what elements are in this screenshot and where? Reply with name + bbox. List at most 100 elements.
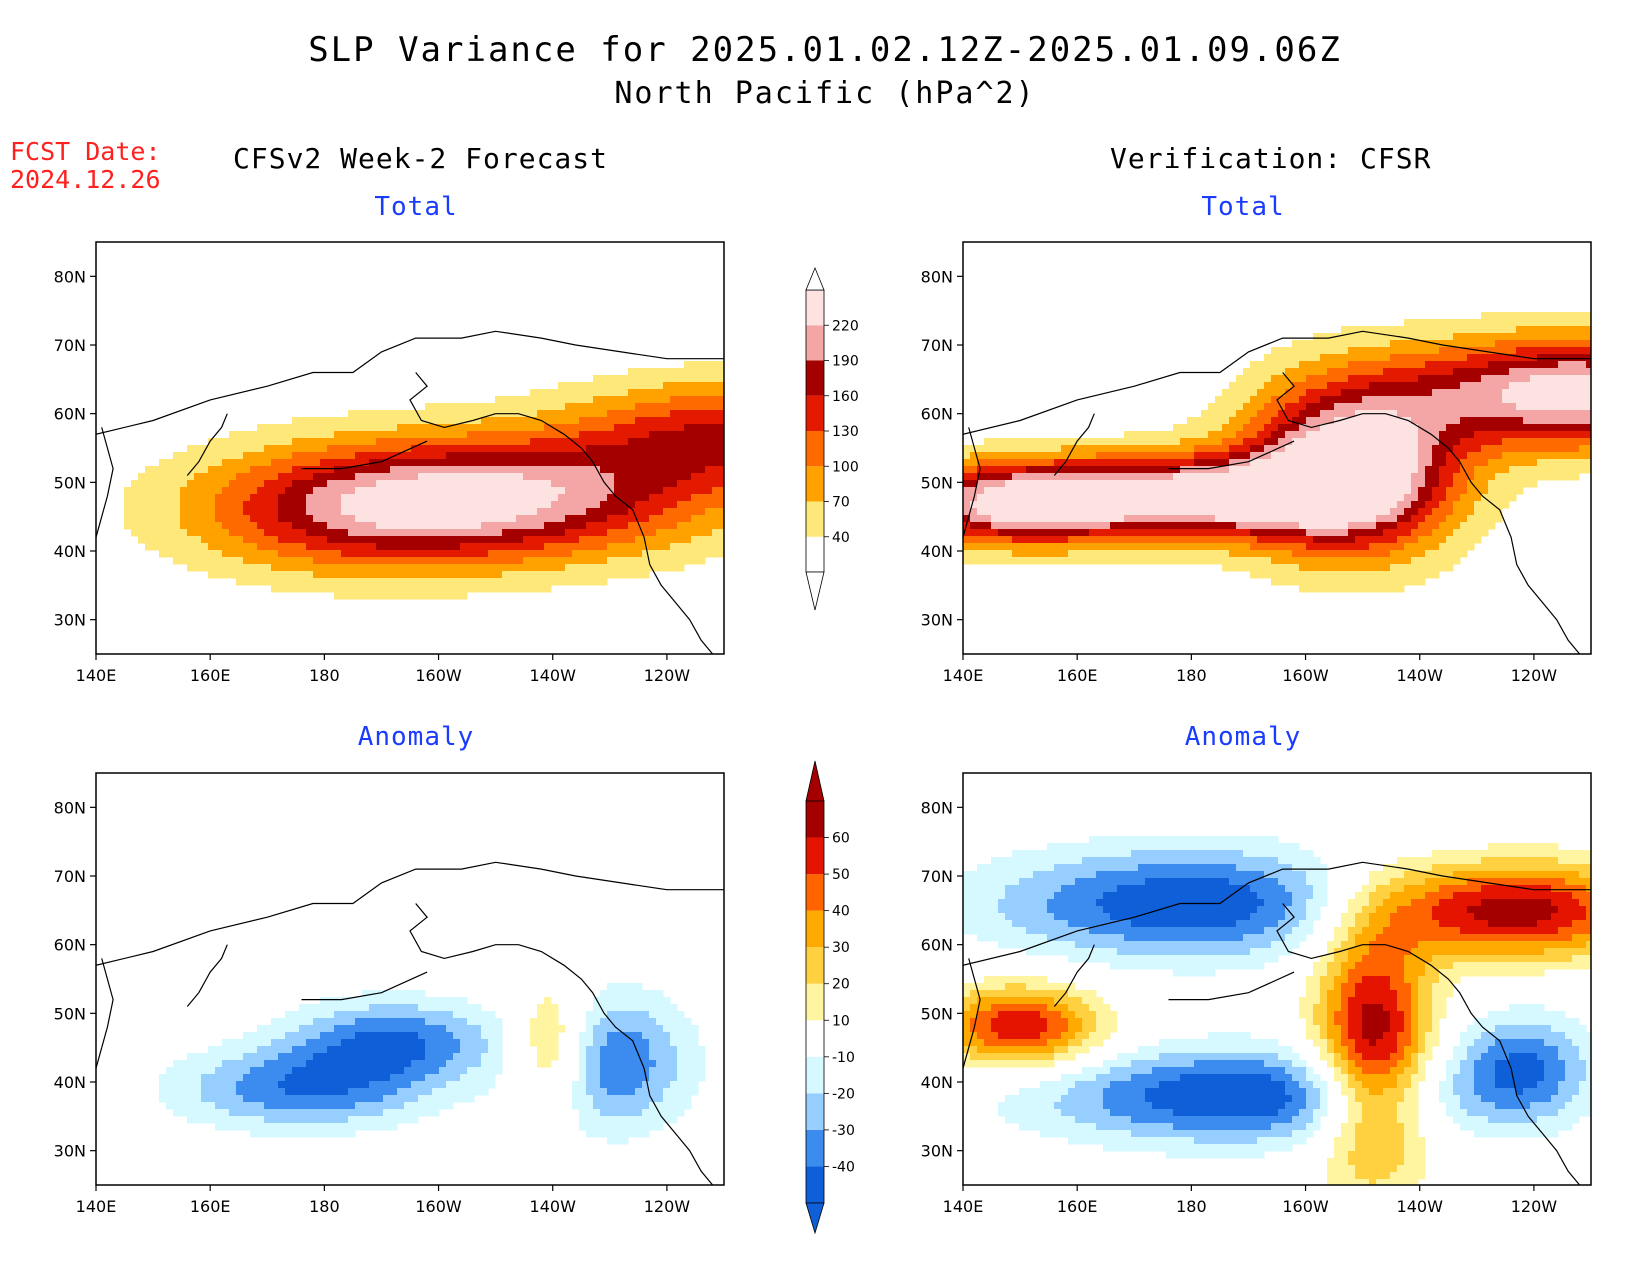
colorbar-top-arrow — [805, 266, 825, 291]
x-tick-label: 140E — [943, 666, 984, 685]
y-tick-label: 60N — [921, 405, 953, 424]
map-panel-2: 140E 160E 180 160W 140W 120W 30N 40N 50N 60N 70N 80… — [54, 772, 725, 1216]
coastline — [96, 516, 103, 539]
coastline — [1276, 903, 1581, 1185]
x-tick-label: 120W — [1511, 1197, 1558, 1216]
colorbar-label: 30 — [832, 940, 850, 956]
x-tick-label: 140W — [530, 1197, 577, 1216]
coastline — [963, 1047, 970, 1070]
coastline — [1168, 971, 1295, 1001]
colorbar-bottom-arrow — [805, 571, 825, 611]
coastline — [101, 427, 114, 517]
colorbar-label: 40 — [832, 530, 850, 546]
x-tick-label: 160E — [1057, 666, 1098, 685]
colorbar-label: -20 — [832, 1086, 855, 1102]
x-tick-label: 160E — [190, 1197, 231, 1216]
chart-subtitle: North Pacific (hPa^2) — [614, 76, 1036, 111]
x-tick-label: 160W — [1282, 1197, 1329, 1216]
colorbar-label: 130 — [832, 424, 859, 440]
forecast-date-label: FCST Date: 2024.12.26 — [10, 138, 161, 194]
coastline — [409, 903, 714, 1185]
colorbar-label: -40 — [832, 1159, 855, 1175]
y-tick-label: 60N — [54, 936, 86, 955]
y-tick-label: 40N — [54, 542, 86, 561]
x-tick-label: 160W — [1282, 666, 1329, 685]
coastline — [301, 440, 428, 470]
colorbar-label: 70 — [832, 495, 850, 511]
colorbar-label: 160 — [832, 389, 859, 405]
colorbar-swatch — [806, 290, 824, 326]
y-tick-label: 80N — [921, 798, 953, 817]
y-tick-label: 30N — [54, 611, 86, 630]
colorbar-label: 10 — [832, 1013, 850, 1029]
map-panel-3: 140E 160E 180 160W 140W 120W 30N 40N 50N 60N 70N 80… — [921, 772, 1592, 1216]
plot-frame — [962, 772, 1592, 1186]
x-tick-label: 140W — [1397, 1197, 1444, 1216]
y-tick-label: 40N — [921, 1073, 953, 1092]
x-tick-label: 140E — [943, 1197, 984, 1216]
coastline — [96, 861, 724, 966]
colorbar-swatch — [806, 910, 824, 948]
coastline — [968, 427, 981, 517]
plot-frame — [95, 772, 725, 1186]
map-panel-1: 140E 160E 180 160W 140W 120W 30N 40N 50N 60N 70N 80… — [921, 241, 1592, 685]
y-tick-label: 50N — [921, 1004, 953, 1023]
x-tick-label: 140E — [76, 1197, 117, 1216]
colorbar-swatch — [806, 360, 824, 396]
colorbar-swatch — [806, 431, 824, 467]
coastline — [968, 958, 981, 1048]
colorbar-label: 100 — [832, 459, 859, 475]
coastline — [1053, 944, 1095, 1007]
y-tick-label: 80N — [921, 267, 953, 286]
colorbar-label: -10 — [832, 1050, 855, 1066]
colorbar-swatch — [806, 501, 824, 537]
y-tick-label: 40N — [54, 1073, 86, 1092]
coastline — [1168, 440, 1295, 470]
colorbar-swatch — [806, 1056, 824, 1094]
colorbar-swatch — [806, 395, 824, 431]
colorbar-swatch — [806, 1020, 824, 1057]
x-tick-label: 180 — [1176, 1197, 1207, 1216]
colorbar-swatch — [806, 325, 824, 361]
x-tick-label: 180 — [309, 1197, 340, 1216]
y-tick-label: 80N — [54, 798, 86, 817]
x-tick-label: 160E — [190, 666, 231, 685]
coastline — [186, 413, 228, 476]
y-tick-label: 80N — [54, 267, 86, 286]
y-tick-label: 70N — [921, 336, 953, 355]
forecast-date-line1: FCST Date: — [10, 137, 161, 166]
plot-frame — [95, 241, 725, 655]
x-tick-label: 140W — [530, 666, 577, 685]
colorbar-swatch — [806, 983, 824, 1021]
colorbar-swatch — [806, 536, 824, 572]
colorbar-swatch — [806, 1166, 824, 1203]
coastline — [409, 372, 714, 654]
coastline — [301, 971, 428, 1001]
x-tick-label: 120W — [644, 666, 691, 685]
verification-anomaly-title: Anomaly — [1184, 722, 1302, 752]
verification-column-title: Verification: CFSR — [1110, 142, 1432, 175]
map-panel-0: 140E 160E 180 160W 140W 120W 30N 40N 50N 60N 70N 80… — [54, 241, 725, 685]
colorbar-label: 20 — [832, 977, 850, 993]
colorbar-top-arrow — [805, 760, 825, 802]
y-tick-label: 50N — [54, 1004, 86, 1023]
y-tick-label: 70N — [54, 867, 86, 886]
y-tick-label: 60N — [921, 936, 953, 955]
contour-field — [963, 242, 1591, 654]
colorbar-swatch — [806, 466, 824, 502]
forecast-anomaly-title: Anomaly — [357, 722, 475, 752]
contour-field — [96, 242, 724, 654]
x-tick-label: 140E — [76, 666, 117, 685]
forecast-total-title: Total — [374, 192, 458, 222]
x-tick-label: 180 — [1176, 666, 1207, 685]
x-tick-label: 160W — [415, 666, 462, 685]
coastline — [963, 861, 1591, 966]
coastline — [101, 958, 114, 1048]
y-tick-label: 30N — [54, 1142, 86, 1161]
colorbar-swatch — [806, 947, 824, 984]
coastline — [96, 330, 724, 435]
y-tick-label: 70N — [54, 336, 86, 355]
forecast-column-title: CFSv2 Week-2 Forecast — [233, 142, 609, 175]
y-tick-label: 50N — [54, 473, 86, 492]
